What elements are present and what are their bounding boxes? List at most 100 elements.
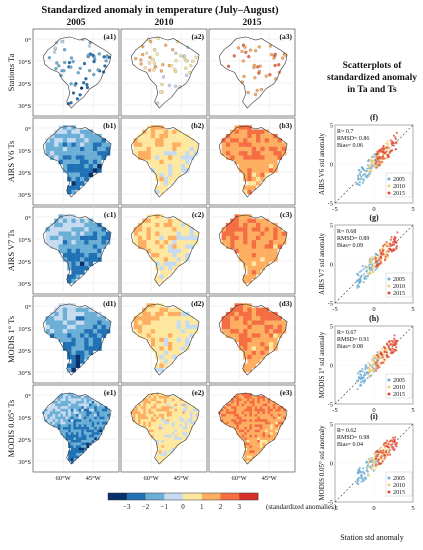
- grid-cell: [84, 265, 89, 271]
- grid-cell: [254, 411, 258, 415]
- grid-cell: [270, 437, 273, 441]
- grid-cell: [177, 416, 180, 420]
- grid-cell: [268, 222, 274, 228]
- grid-cell: [81, 398, 84, 402]
- grid-cell: [161, 421, 165, 425]
- grid-cell: [166, 395, 170, 399]
- grid-cell: [138, 408, 141, 412]
- grid-cell: [57, 419, 61, 422]
- grid-cell: [233, 398, 237, 402]
- grid-cell: [233, 411, 237, 415]
- grid-cell: [252, 406, 255, 409]
- grid-cell: [101, 146, 106, 152]
- grid-cell: [80, 342, 85, 347]
- grid-cell: [94, 429, 97, 433]
- grid-cell: [94, 437, 97, 441]
- grid-cell: [75, 133, 81, 139]
- scatter-point-2005: [376, 351, 379, 354]
- grid-cell: [185, 164, 190, 169]
- grid-cell: [179, 429, 183, 433]
- grid-cell: [247, 367, 252, 373]
- grid-cell: [185, 155, 190, 160]
- grid-cell: [184, 429, 188, 433]
- station-point: [178, 54, 183, 58]
- grid-cell: [143, 416, 146, 420]
- station-point: [103, 64, 107, 68]
- grid-cell: [146, 248, 151, 254]
- grid-cell: [80, 168, 85, 173]
- scatter-point-2005: [358, 279, 362, 282]
- grid-cell: [88, 257, 94, 262]
- grid-cell: [156, 450, 159, 454]
- legend-marker-2015: [387, 392, 391, 396]
- grid-cell: [140, 414, 144, 417]
- grid-cell: [247, 303, 252, 308]
- figure-title: Standardized anomaly in temperature (Jul…: [41, 5, 279, 16]
- scatter-point-2015: [383, 457, 386, 460]
- grid-cell: [251, 129, 257, 135]
- grid-cell: [238, 138, 244, 143]
- grid-cell: [264, 350, 270, 356]
- grid-cell: [166, 440, 170, 443]
- grid-cell: [264, 342, 270, 347]
- grid-cell: [62, 222, 68, 228]
- grid-cell: [256, 248, 261, 254]
- scatter-point-2010: [367, 273, 370, 276]
- grid-cell: [145, 421, 149, 425]
- scatter-point-2015: [393, 440, 396, 444]
- grid-cell: [137, 227, 143, 232]
- grid-cell: [260, 172, 265, 178]
- grid-cell: [185, 342, 190, 347]
- scatter-xtick: 0: [372, 206, 375, 213]
- grid-cell: [168, 320, 173, 325]
- grid-cell: [226, 419, 229, 422]
- grid-cell: [73, 414, 77, 417]
- scatter-point-2015: [389, 238, 392, 241]
- station-point: [74, 81, 78, 86]
- grid-cell: [75, 342, 81, 347]
- grid-cell: [83, 432, 87, 435]
- grid-cell: [156, 406, 159, 409]
- scatter-point-2015: [381, 155, 385, 158]
- station-point: [47, 56, 51, 60]
- grid-cell: [265, 429, 268, 433]
- grid-cell: [168, 227, 173, 232]
- grid-cell: [57, 403, 61, 407]
- grid-cell: [68, 424, 71, 428]
- grid-cell: [55, 421, 58, 425]
- grid-cell: [249, 453, 253, 456]
- station-point: [69, 101, 73, 105]
- grid-cell: [247, 342, 252, 347]
- grid-cell: [137, 316, 143, 321]
- grid-cell: [153, 424, 157, 428]
- grid-cell: [65, 408, 69, 412]
- grid-cell: [145, 414, 149, 417]
- grid-cell: [241, 432, 245, 435]
- scatter-point-2010: [372, 460, 375, 463]
- scatter-point-2005: [359, 178, 362, 181]
- grid-cell: [65, 434, 69, 438]
- grid-cell: [179, 440, 183, 443]
- grid-cell: [174, 408, 178, 412]
- grid-cell: [86, 421, 90, 425]
- grid-cell: [62, 329, 68, 334]
- grid-cell: [70, 393, 74, 396]
- scatter-point-2010: [372, 371, 376, 374]
- grid-cell: [76, 429, 79, 433]
- grid-cell: [101, 320, 106, 325]
- grid-cell: [192, 416, 196, 420]
- grid-cell: [158, 447, 162, 451]
- grid-cell: [80, 350, 85, 356]
- scatter-point-2015: [389, 139, 392, 142]
- grid-cell: [156, 427, 159, 430]
- grid-cell: [171, 421, 175, 425]
- grid-cell: [243, 329, 248, 334]
- grid-cell: [272, 432, 276, 435]
- grid-cell: [71, 164, 76, 169]
- grid-cell: [91, 401, 95, 404]
- grid-cell: [171, 434, 175, 438]
- grid-cell: [75, 235, 81, 241]
- lat-tick-2-2: 20°S: [18, 259, 31, 266]
- station-point: [52, 50, 57, 54]
